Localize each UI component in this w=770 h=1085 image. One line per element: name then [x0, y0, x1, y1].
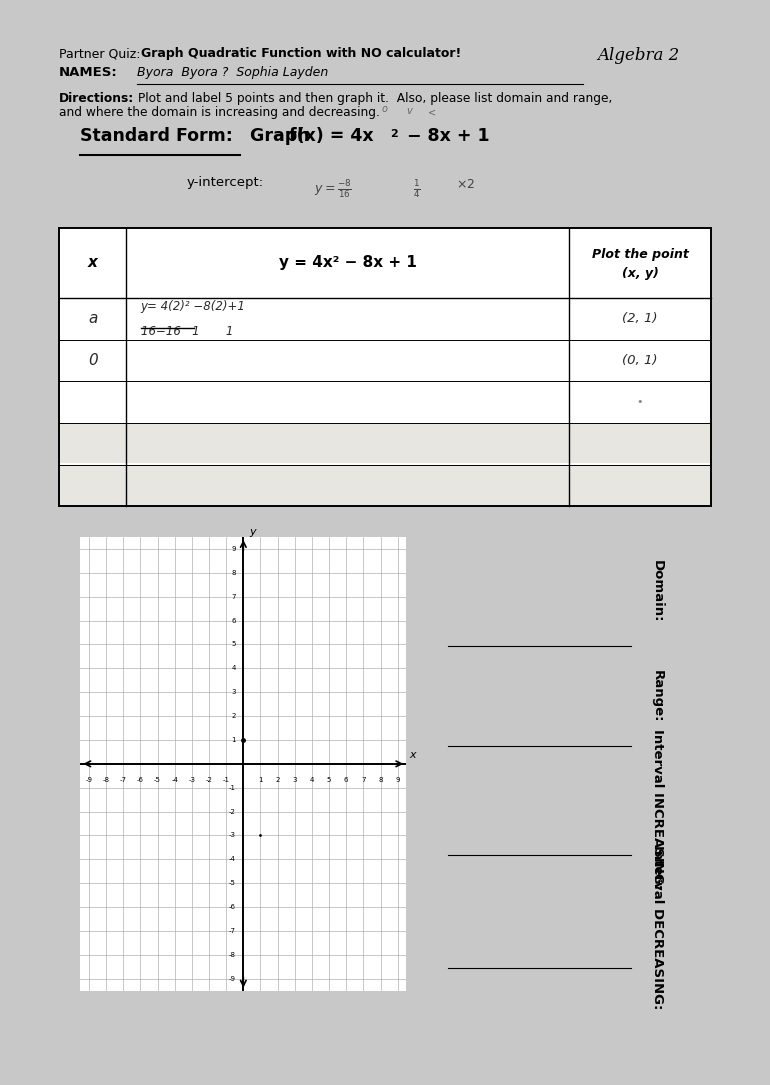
- Text: -1: -1: [223, 777, 229, 783]
- Text: 9: 9: [231, 546, 236, 552]
- Text: 1: 1: [258, 777, 263, 783]
- Text: $y=\frac{-8}{16}$: $y=\frac{-8}{16}$: [314, 178, 352, 201]
- Text: y-intercept:: y-intercept:: [186, 177, 264, 189]
- Text: 4: 4: [310, 777, 314, 783]
- Text: o: o: [381, 104, 387, 114]
- Text: − 8x + 1: − 8x + 1: [400, 127, 489, 144]
- Text: 6: 6: [231, 617, 236, 624]
- Text: -1: -1: [229, 784, 236, 791]
- FancyBboxPatch shape: [60, 465, 710, 506]
- Text: Algebra 2: Algebra 2: [598, 48, 680, 64]
- Text: 3: 3: [293, 777, 297, 783]
- Text: x: x: [410, 751, 417, 761]
- Text: •: •: [637, 397, 643, 407]
- Text: x: x: [88, 255, 98, 270]
- Text: $\times 2$: $\times 2$: [456, 178, 475, 191]
- Text: <: <: [427, 107, 436, 117]
- Text: Plot the point: Plot the point: [591, 248, 688, 261]
- Text: Graph: Graph: [250, 127, 316, 144]
- Text: 1: 1: [231, 737, 236, 743]
- Text: Directions:: Directions:: [59, 92, 135, 105]
- Text: -2: -2: [229, 808, 236, 815]
- Text: -4: -4: [171, 777, 178, 783]
- Text: 2: 2: [231, 713, 236, 719]
- Text: -2: -2: [206, 777, 213, 783]
- Text: Standard Form:: Standard Form:: [80, 127, 233, 144]
- Text: $\frac{1}{4}$: $\frac{1}{4}$: [413, 178, 421, 201]
- Text: 6: 6: [344, 777, 349, 783]
- Text: (0, 1): (0, 1): [622, 354, 658, 367]
- Text: 7: 7: [361, 777, 366, 783]
- Text: v: v: [407, 106, 412, 116]
- Text: Interval INCREASING:: Interval INCREASING:: [651, 729, 664, 890]
- Text: 0: 0: [88, 353, 98, 368]
- Text: 5: 5: [231, 641, 236, 648]
- FancyBboxPatch shape: [60, 424, 710, 463]
- Text: 3: 3: [231, 689, 236, 695]
- Text: -7: -7: [229, 928, 236, 934]
- Text: -9: -9: [85, 777, 92, 783]
- Text: Partner Quiz:: Partner Quiz:: [59, 48, 149, 61]
- Text: and where the domain is increasing and decreasing.: and where the domain is increasing and d…: [59, 106, 380, 119]
- Text: -9: -9: [229, 975, 236, 982]
- Text: y: y: [249, 527, 256, 537]
- Text: Graph Quadratic Function with NO calculator!: Graph Quadratic Function with NO calcula…: [141, 48, 461, 61]
- Text: Plot and label 5 points and then graph it.  Also, please list domain and range,: Plot and label 5 points and then graph i…: [133, 92, 612, 105]
- Text: f(x) = 4x: f(x) = 4x: [290, 127, 374, 144]
- Text: -4: -4: [229, 856, 236, 863]
- Text: Interval DECREASING:: Interval DECREASING:: [651, 845, 664, 1009]
- Text: -8: -8: [102, 777, 109, 783]
- Text: 2: 2: [390, 129, 398, 139]
- Text: (x, y): (x, y): [621, 267, 658, 280]
- Text: -5: -5: [154, 777, 161, 783]
- Text: Byora  Byora ?  Sophia Layden: Byora Byora ? Sophia Layden: [137, 66, 328, 79]
- Text: y= 4(2)² −8(2)+1: y= 4(2)² −8(2)+1: [141, 299, 246, 312]
- FancyBboxPatch shape: [59, 228, 711, 506]
- Text: NAMES:: NAMES:: [59, 66, 118, 79]
- Text: 9: 9: [396, 777, 400, 783]
- Text: y = 4x² − 8x + 1: y = 4x² − 8x + 1: [279, 255, 417, 270]
- Text: a: a: [88, 311, 98, 327]
- Text: -3: -3: [189, 777, 196, 783]
- Text: 8: 8: [231, 570, 236, 576]
- Text: -6: -6: [137, 777, 144, 783]
- Text: 2: 2: [276, 777, 280, 783]
- Text: -8: -8: [229, 952, 236, 958]
- Text: -6: -6: [229, 904, 236, 910]
- Text: (2, 1): (2, 1): [622, 312, 658, 326]
- Text: 5: 5: [327, 777, 331, 783]
- Text: 7: 7: [231, 593, 236, 600]
- Text: -5: -5: [229, 880, 236, 886]
- Text: Range:: Range:: [651, 669, 664, 722]
- Text: 16−16   1       1: 16−16 1 1: [141, 324, 233, 337]
- Text: Domain:: Domain:: [651, 560, 664, 623]
- Text: 8: 8: [378, 777, 383, 783]
- Text: -3: -3: [229, 832, 236, 839]
- Text: -7: -7: [120, 777, 127, 783]
- Text: 4: 4: [231, 665, 236, 672]
